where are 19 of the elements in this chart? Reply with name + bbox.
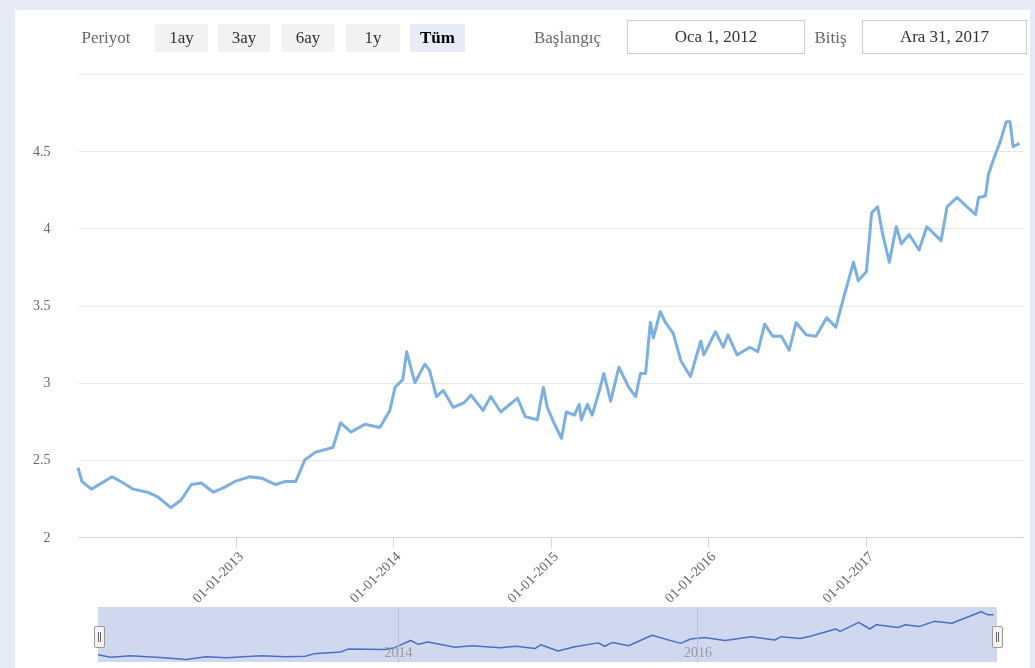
text: Oca 1, 2012 bbox=[627, 20, 805, 54]
y-tick-label: 2.5 bbox=[33, 452, 51, 468]
y-tick-label: 3 bbox=[43, 375, 51, 391]
text: Bitiş bbox=[813, 27, 848, 49]
y-tick-label: 4 bbox=[43, 220, 51, 236]
y-tick-label: 3.5 bbox=[33, 298, 51, 313]
text: 1ay bbox=[155, 24, 208, 52]
text: Tüm bbox=[410, 24, 465, 52]
x-tick-label: 2016 bbox=[683, 644, 712, 660]
text: Başlangıç bbox=[532, 27, 602, 49]
text: Ara 31, 2017 bbox=[862, 20, 1027, 54]
text: 3ay bbox=[218, 24, 270, 52]
text: 1y bbox=[346, 24, 400, 52]
text: 6ay bbox=[281, 24, 335, 52]
x-tick-label: 2014 bbox=[384, 644, 413, 660]
text: Periyot bbox=[80, 27, 132, 49]
y-tick-label: 4.5 bbox=[33, 143, 51, 159]
line-series bbox=[76, 120, 1022, 510]
y-tick-label: 2 bbox=[43, 529, 51, 545]
